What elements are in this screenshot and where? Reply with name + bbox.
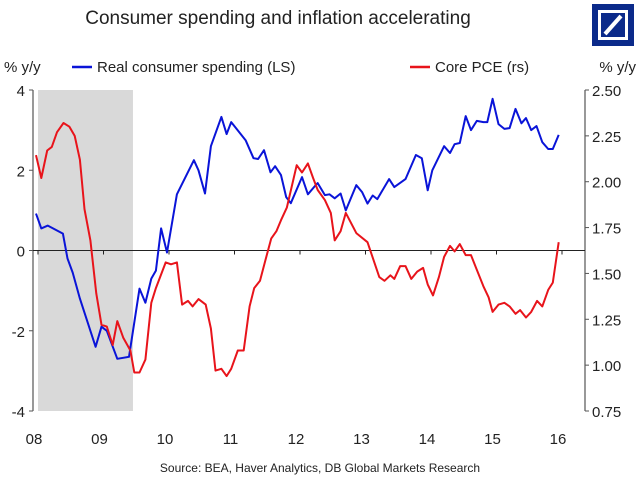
x-tick-label: 15 [484, 431, 501, 448]
series-line-core-pce [35, 122, 560, 378]
right-tick-label: 0.75 [592, 404, 621, 421]
source-note: Source: BEA, Haver Analytics, DB Global … [160, 461, 480, 475]
legend-label-spending: Real consumer spending (LS) [97, 59, 295, 76]
deutsche-bank-logo [592, 4, 634, 46]
legend-label-pce: Core PCE (rs) [435, 59, 529, 76]
left-tick-label: -2 [12, 324, 25, 341]
x-tick-label: 10 [157, 431, 174, 448]
x-tick-label: 09 [91, 431, 108, 448]
right-tick-label: 2.00 [592, 175, 621, 192]
right-axis-label: % y/y [599, 59, 636, 76]
left-tick-label: -4 [12, 404, 25, 421]
right-tick-label: 2.50 [592, 83, 621, 100]
x-tick-label: 11 [223, 431, 239, 448]
x-tick-label: 12 [288, 431, 305, 448]
right-tick-label: 1.00 [592, 358, 621, 375]
x-tick-label: 14 [419, 431, 436, 448]
series-line-real-consumer-spending [35, 97, 560, 360]
x-tick-label: 13 [353, 431, 370, 448]
right-tick-label: 1.75 [592, 221, 621, 238]
left-axis-label: % y/y [4, 59, 41, 76]
right-tick-label: 1.50 [592, 266, 621, 283]
legend: Real consumer spending (LS) Core PCE (rs… [72, 59, 529, 76]
left-tick-label: 4 [17, 83, 25, 100]
x-tick-label: 16 [550, 431, 567, 448]
left-tick-label: 0 [17, 244, 25, 261]
x-tick-label: 08 [26, 431, 43, 448]
right-tick-label: 1.25 [592, 312, 621, 329]
chart-title: Consumer spending and inflation accelera… [85, 8, 471, 29]
right-tick-label: 2.25 [592, 129, 621, 146]
left-tick-label: 2 [17, 163, 25, 180]
